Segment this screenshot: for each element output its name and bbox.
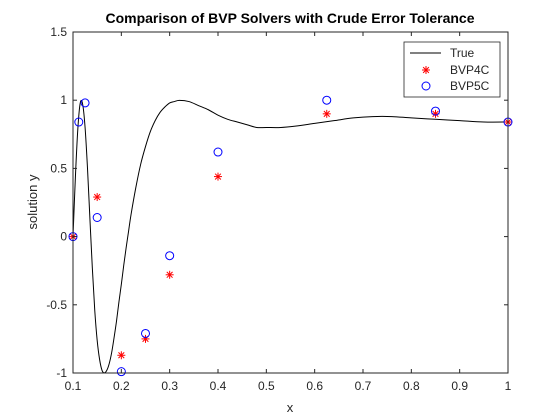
x-tick-label: 0.3 <box>161 379 178 393</box>
data-point-bvp5c <box>322 95 332 105</box>
legend-marker-bvp5c <box>421 81 431 91</box>
data-point-bvp5c <box>116 367 126 377</box>
legend-label-true: True <box>450 46 475 60</box>
y-tick-label: -1 <box>56 366 67 380</box>
x-tick-label: 0.1 <box>65 379 82 393</box>
x-tick-label: 0.7 <box>355 379 372 393</box>
legend-label-bvp4c: BVP4C <box>450 63 490 77</box>
x-tick-label: 0.8 <box>403 379 420 393</box>
data-point-bvp5c <box>213 147 223 157</box>
legend-asterisk-bvp4c <box>422 66 430 74</box>
x-axis-label: x <box>287 400 294 415</box>
axes-box <box>72 31 509 374</box>
y-tick-label: 1 <box>60 93 67 107</box>
legend-label-bvp5c: BVP5C <box>450 79 490 93</box>
x-tick-label: 0.6 <box>306 379 323 393</box>
y-tick-label: 0.5 <box>50 161 67 175</box>
legend-box <box>403 41 501 98</box>
data-point-bvp5c <box>80 98 90 108</box>
legend: True BVP4C BVP5C <box>403 41 501 98</box>
x-tick-label: 0.4 <box>210 379 227 393</box>
data-point-bvp4c <box>322 109 331 118</box>
x-tick-label: 0.2 <box>113 379 130 393</box>
chart-title: Comparison of BVP Solvers with Crude Err… <box>105 10 474 26</box>
legend-marker-bvp4c <box>422 66 430 74</box>
x-tick-label: 0.5 <box>258 379 275 393</box>
x-tick-label: 0.9 <box>451 379 468 393</box>
data-point-bvp5c <box>74 117 84 127</box>
data-point-bvp5c <box>165 251 175 261</box>
y-tick-label: 0 <box>60 230 67 244</box>
x-tick-label: 1 <box>505 379 512 393</box>
y-tick-label: 1.5 <box>50 25 67 39</box>
ticks <box>72 31 509 374</box>
y-axis-label: solution y <box>25 174 40 229</box>
data-point-bvp4c <box>214 172 222 181</box>
data-point-bvp5c <box>92 213 102 223</box>
data-point-bvp5c <box>431 106 440 116</box>
data-point-bvp4c <box>165 270 174 279</box>
data-point-bvp4c <box>93 193 102 202</box>
data-point-bvp4c <box>117 351 126 360</box>
tick-labels: 0.1 0.2 0.3 0.4 0.5 0.6 0.7 0.8 0.9 1 -1 -0.5 0 0.5 1 1… <box>46 25 511 393</box>
curves <box>72 99 509 374</box>
data-point-bvp5c <box>141 328 150 338</box>
series-line-true <box>72 99 509 374</box>
y-tick-label: -0.5 <box>46 298 67 312</box>
